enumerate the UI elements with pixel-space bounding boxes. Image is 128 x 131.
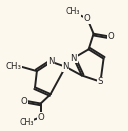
Text: CH₃: CH₃ [66,7,80,16]
Text: CH₃: CH₃ [5,62,21,71]
Text: O: O [84,14,91,23]
Text: S: S [98,77,103,86]
Text: O: O [37,113,44,122]
Text: N: N [48,57,55,66]
Text: O: O [20,97,27,105]
Text: N: N [62,62,69,71]
Text: O: O [108,32,115,41]
Text: CH₃: CH₃ [19,118,34,127]
Text: N: N [70,54,77,62]
